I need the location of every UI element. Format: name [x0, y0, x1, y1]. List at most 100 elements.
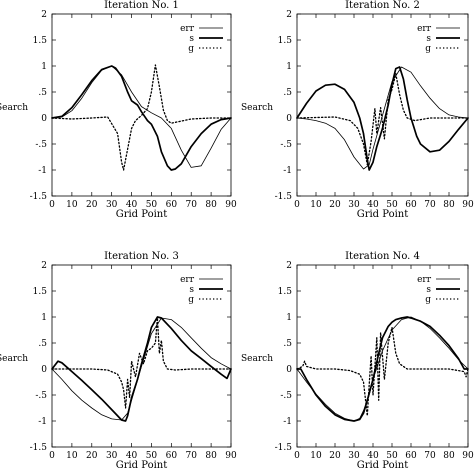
legend-label-g: g	[188, 44, 194, 54]
y-tick-label: .5	[283, 339, 292, 349]
y-tick-label: -1.5	[30, 192, 48, 202]
chart-panel-2: Iteration No. 20 10 20 30 40 50 60 70 80 90-1.5-1…	[241, 0, 474, 220]
legend-label-err: err	[417, 24, 432, 34]
x-tick-label: 0	[294, 451, 300, 461]
legend-label-err: err	[180, 275, 195, 285]
x-tick-label: 70	[185, 200, 197, 210]
x-tick-label: 10	[66, 451, 78, 461]
chart-panel-1: Iteration No. 10 10 20 30 40 50 60 70 80 90-1.5-1…	[0, 0, 237, 220]
y-tick-label: 1.5	[278, 287, 293, 297]
x-tick-label: 10	[310, 451, 322, 461]
series-line-g	[51, 64, 232, 171]
y-tick-label: -1	[283, 417, 292, 427]
x-tick-label: 60	[405, 200, 417, 210]
x-tick-label: 50	[146, 451, 158, 461]
x-tick-label: 40	[367, 200, 379, 210]
y-tick-label: .5	[38, 88, 47, 98]
x-tick-label: 20	[86, 451, 98, 461]
x-tick-label: 30	[348, 200, 360, 210]
plot-frame	[51, 13, 232, 197]
x-axis-label: Grid Point	[357, 209, 409, 220]
x-tick-label: 0	[49, 200, 55, 210]
legend-label-s: s	[426, 285, 431, 295]
x-tick-label: 10	[310, 200, 322, 210]
y-tick-label: 1	[41, 313, 47, 323]
x-tick-label: 70	[424, 451, 436, 461]
series-line-s	[296, 66, 469, 171]
x-tick-label: 70	[424, 200, 436, 210]
y-tick-label: .5	[38, 339, 47, 349]
x-tick-label: 0	[49, 451, 55, 461]
series-line-err	[51, 317, 232, 421]
legend-label-s: s	[426, 34, 431, 44]
x-tick-label: 80	[205, 200, 217, 210]
legend-label-g: g	[425, 295, 431, 305]
series-line-err	[51, 65, 232, 168]
chart-title: Iteration No. 1	[104, 0, 179, 11]
y-axis-label: Search	[0, 354, 28, 364]
x-tick-label: 60	[166, 451, 178, 461]
x-tick-label: 90	[225, 200, 237, 210]
y-tick-label: 0	[286, 114, 292, 124]
x-tick-label: 0	[294, 200, 300, 210]
y-axis-label: Search	[0, 103, 28, 113]
legend-label-err: err	[417, 275, 432, 285]
plot-frame	[296, 13, 469, 197]
series-line-g	[296, 73, 469, 166]
y-tick-label: 1.5	[33, 36, 48, 46]
y-tick-label: -1.5	[30, 443, 48, 453]
y-tick-label: 2	[286, 10, 292, 20]
y-tick-label: 0	[286, 365, 292, 375]
x-tick-label: 30	[348, 451, 360, 461]
y-tick-label: -.5	[35, 391, 47, 401]
x-tick-label: 20	[329, 200, 341, 210]
plot-frame	[296, 264, 469, 448]
series-line-g	[51, 317, 232, 409]
x-axis-label: Grid Point	[116, 209, 168, 220]
x-tick-label: 40	[126, 200, 138, 210]
x-tick-label: 30	[106, 200, 118, 210]
y-tick-label: .5	[283, 88, 292, 98]
chart-title: Iteration No. 4	[345, 251, 420, 262]
legend-label-s: s	[189, 285, 194, 295]
x-tick-label: 50	[146, 200, 158, 210]
y-tick-label: -.5	[280, 391, 292, 401]
series-line-s	[51, 65, 232, 171]
x-tick-label: 80	[443, 200, 455, 210]
y-tick-label: -1	[38, 166, 47, 176]
y-axis-label: Search	[241, 354, 273, 364]
y-tick-label: -1.5	[275, 443, 293, 453]
x-axis-label: Grid Point	[357, 460, 409, 469]
y-tick-label: -1	[38, 417, 47, 427]
legend-label-g: g	[188, 295, 194, 305]
legend-label-g: g	[425, 44, 431, 54]
y-tick-label: 1	[286, 62, 292, 72]
x-tick-label: 30	[106, 451, 118, 461]
x-tick-label: 10	[66, 200, 78, 210]
y-tick-label: 1.5	[278, 36, 293, 46]
x-axis-label: Grid Point	[116, 460, 168, 469]
series-line-s	[51, 316, 232, 422]
x-tick-label: 60	[405, 451, 417, 461]
series-line-err	[296, 66, 469, 170]
series-line-s	[296, 316, 469, 422]
x-tick-label: 20	[86, 200, 98, 210]
chart-title: Iteration No. 3	[104, 251, 179, 262]
x-tick-label: 80	[205, 451, 217, 461]
y-tick-label: -.5	[35, 140, 47, 150]
legend-label-err: err	[180, 24, 195, 34]
y-tick-label: 0	[41, 365, 47, 375]
y-tick-label: -1.5	[275, 192, 293, 202]
x-tick-label: 90	[462, 451, 474, 461]
y-tick-label: -.5	[280, 140, 292, 150]
x-tick-label: 20	[329, 451, 341, 461]
x-tick-label: 90	[225, 451, 237, 461]
x-tick-label: 40	[126, 451, 138, 461]
y-axis-label: Search	[241, 103, 273, 113]
legend-label-s: s	[189, 34, 194, 44]
